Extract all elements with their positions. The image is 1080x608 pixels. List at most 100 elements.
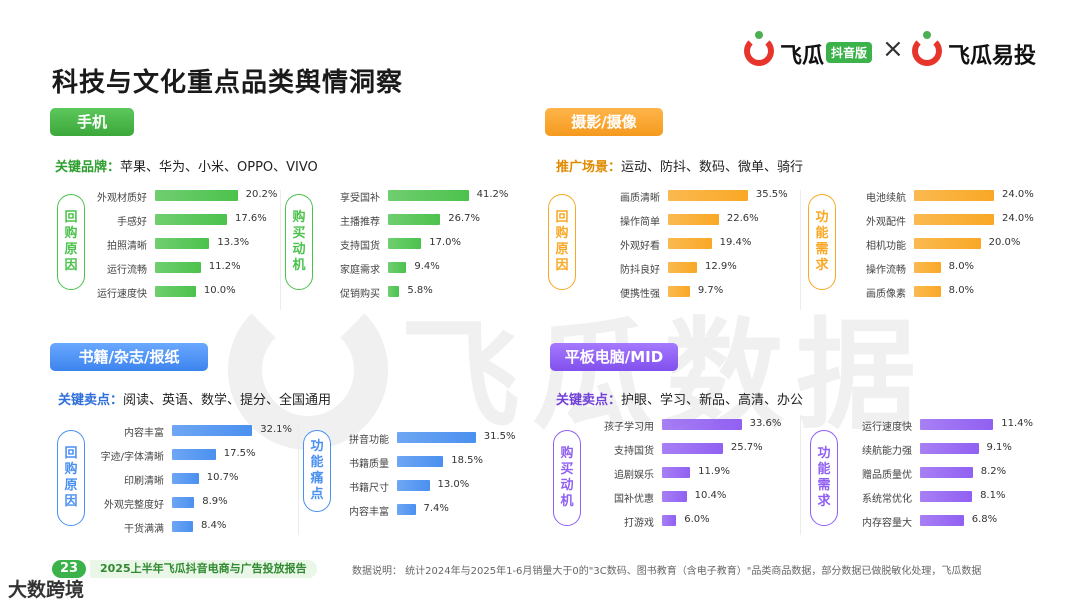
bar-value-label: 13.0% <box>437 479 470 490</box>
bar <box>668 262 698 273</box>
bar-category-label: 字迹/字体清晰 <box>100 452 164 463</box>
bar <box>914 262 941 273</box>
bar-category-label: 操作流畅 <box>866 265 906 276</box>
brand-badge: 抖音版 <box>826 42 873 63</box>
bar-category-label: 赠品质量优 <box>862 470 912 481</box>
bar-category-label: 享受国补 <box>340 193 380 204</box>
bar-value-label: 26.7% <box>448 213 481 224</box>
bar-category-label: 国补优惠 <box>614 494 654 505</box>
bar-category-label: 内存容量大 <box>862 518 912 529</box>
key-value: 护眼、学习、新品、高清、办公 <box>621 393 804 408</box>
bar-value-label: 12.9% <box>705 261 737 272</box>
key-value: 运动、防抖、数码、微单、骑行 <box>621 160 804 175</box>
bar-category-label: 外观完整度好 <box>104 500 164 511</box>
bar <box>388 214 441 225</box>
bar-value-label: 8.0% <box>948 261 975 272</box>
bar-category-label: 支持国货 <box>340 241 380 252</box>
bar-category-label: 内容丰富 <box>124 428 164 439</box>
bar <box>920 515 964 526</box>
bar-value-label: 13.3% <box>217 237 250 248</box>
bar-value-label: 6.0% <box>684 514 710 525</box>
bar-value-label: 8.9% <box>202 496 228 507</box>
bar <box>914 190 994 201</box>
bar-category-label: 印刷清晰 <box>124 476 164 487</box>
bar <box>155 238 210 249</box>
bar-value-label: 17.0% <box>429 237 462 248</box>
bar <box>397 480 430 491</box>
section-pill-0: 手机 <box>50 108 134 136</box>
bar-category-label: 外观配件 <box>866 217 906 228</box>
section-pill-2: 书籍/杂志/报纸 <box>50 343 208 371</box>
bar-category-label: 拼音功能 <box>349 435 389 446</box>
key-label: 推广场景： <box>556 160 622 175</box>
bar-value-label: 10.7% <box>206 472 239 483</box>
bar-category-label: 手感好 <box>117 217 147 228</box>
bar-category-label: 外观好看 <box>620 241 660 252</box>
group-label-1: 功能需求 <box>808 194 836 290</box>
bar <box>388 238 422 249</box>
bar-value-label: 17.5% <box>223 448 256 459</box>
bar-category-label: 打游戏 <box>624 518 654 529</box>
feigua-yitou-logo-icon <box>912 36 942 66</box>
bar <box>662 443 723 454</box>
bar <box>662 419 742 430</box>
bar-category-label: 书籍尺寸 <box>349 483 389 494</box>
bar-value-label: 41.2% <box>476 189 509 200</box>
bar-value-label: 9.4% <box>414 261 440 272</box>
key-label: 关键卖点： <box>58 393 124 408</box>
bar <box>172 521 193 532</box>
bar-category-label: 电池续航 <box>866 193 906 204</box>
report-title: 2025上半年飞瓜抖音电商与广告投放报告 <box>90 560 317 578</box>
section-pill-3: 平板电脑/MID <box>550 343 678 371</box>
bar-category-label: 防抖良好 <box>620 265 660 276</box>
bar-category-label: 外观材质好 <box>97 193 147 204</box>
key-label: 关键品牌： <box>55 160 121 175</box>
bar-value-label: 8.2% <box>980 466 1007 477</box>
bar-value-label: 18.5% <box>451 455 484 466</box>
bar-value-label: 10.0% <box>203 285 236 296</box>
bar-category-label: 运行速度快 <box>97 289 147 300</box>
page-number: 23 <box>52 560 86 578</box>
bar <box>668 238 712 249</box>
brand-feigua-yitou: 飞瓜易投 <box>948 44 1037 69</box>
bar <box>668 214 719 225</box>
bar-value-label: 11.9% <box>698 466 730 477</box>
bar-value-label: 35.5% <box>755 189 788 200</box>
bar-category-label: 书籍质量 <box>349 459 389 470</box>
bar-value-label: 24.0% <box>1002 189 1034 200</box>
key-line-0: 关键品牌：苹果、华为、小米、OPPO、VIVO <box>55 156 318 175</box>
bar <box>662 467 691 478</box>
bar-category-label: 运行流畅 <box>107 265 147 276</box>
bar <box>920 467 973 478</box>
bar <box>155 262 201 273</box>
bar <box>397 456 444 467</box>
feigua-logo-dot-icon <box>755 31 763 39</box>
bar <box>662 491 687 502</box>
group-label-1: 功能需求 <box>810 430 838 526</box>
bar <box>914 238 981 249</box>
bar-value-label: 25.7% <box>730 442 763 453</box>
bar <box>172 497 195 508</box>
bar-value-label: 32.1% <box>260 424 293 435</box>
bar-value-label: 7.4% <box>423 503 449 514</box>
bar-category-label: 支持国货 <box>614 446 654 457</box>
bar-value-label: 17.6% <box>235 213 267 224</box>
bar-value-label: 22.6% <box>726 213 759 224</box>
bar-category-label: 便携性强 <box>620 289 660 300</box>
bar-category-label: 内容丰富 <box>349 507 389 518</box>
bar <box>155 190 238 201</box>
bar-category-label: 拍照清晰 <box>107 241 147 252</box>
bar <box>668 190 748 201</box>
group-label-1: 功能痛点 <box>303 430 331 512</box>
bar-category-label: 操作简单 <box>620 217 660 228</box>
watermark-text: 飞瓜数据 <box>400 307 928 446</box>
bar <box>155 214 227 225</box>
bar <box>397 432 476 443</box>
corner-brand: 大数跨境 <box>8 579 85 601</box>
bar-value-label: 8.1% <box>980 490 1006 501</box>
bar-category-label: 家庭需求 <box>340 265 380 276</box>
panel-divider <box>298 420 299 535</box>
bar-value-label: 9.7% <box>697 285 724 296</box>
bar <box>920 491 973 502</box>
bar-value-label: 8.4% <box>201 520 227 531</box>
